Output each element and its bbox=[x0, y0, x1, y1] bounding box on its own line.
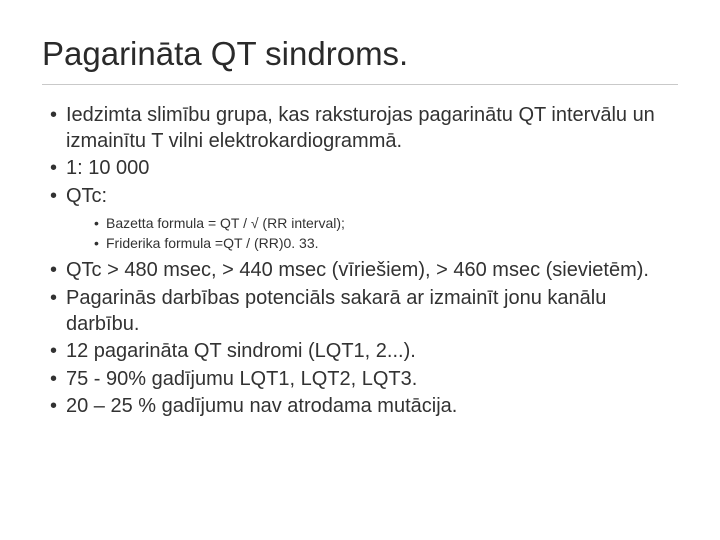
list-item: 12 pagarināta QT sindromi (LQT1, 2...). bbox=[50, 339, 678, 365]
bullet-text: 1: 10 000 bbox=[66, 157, 149, 179]
bullet-list: Iedzimta slimību grupa, kas raksturojas … bbox=[42, 103, 678, 420]
slide-title: Pagarināta QT sindroms. bbox=[42, 36, 678, 72]
list-item: Friderika formula =QT / (RR)0. 33. bbox=[94, 234, 678, 253]
slide: Pagarināta QT sindroms. Iedzimta slimību… bbox=[0, 0, 720, 540]
list-item: QTc: Bazetta formula = QT / √ (RR interv… bbox=[50, 184, 678, 252]
list-item: Bazetta formula = QT / √ (RR interval); bbox=[94, 214, 678, 233]
bullet-text: QTc: bbox=[66, 185, 107, 207]
list-item: 1: 10 000 bbox=[50, 156, 678, 182]
bullet-text: 20 – 25 % gadījumu nav atrodama mutācija… bbox=[66, 395, 457, 417]
title-divider bbox=[42, 84, 678, 85]
bullet-text: 12 pagarināta QT sindromi (LQT1, 2...). bbox=[66, 340, 416, 362]
sub-bullet-text: Bazetta formula = QT / √ (RR interval); bbox=[106, 215, 345, 231]
bullet-text: 75 - 90% gadījumu LQT1, LQT2, LQT3. bbox=[66, 368, 417, 390]
list-item: Pagarinās darbības potenciāls sakarā ar … bbox=[50, 286, 678, 337]
list-item: Iedzimta slimību grupa, kas raksturojas … bbox=[50, 103, 678, 154]
sub-bullet-text: Friderika formula =QT / (RR)0. 33. bbox=[106, 235, 319, 251]
list-item: 20 – 25 % gadījumu nav atrodama mutācija… bbox=[50, 394, 678, 420]
bullet-text: QTc > 480 msec, > 440 msec (vīriešiem), … bbox=[66, 259, 649, 281]
bullet-text: Iedzimta slimību grupa, kas raksturojas … bbox=[66, 104, 655, 152]
sub-bullet-list: Bazetta formula = QT / √ (RR interval); … bbox=[66, 214, 678, 253]
list-item: 75 - 90% gadījumu LQT1, LQT2, LQT3. bbox=[50, 367, 678, 393]
list-item: QTc > 480 msec, > 440 msec (vīriešiem), … bbox=[50, 258, 678, 284]
bullet-text: Pagarinās darbības potenciāls sakarā ar … bbox=[66, 287, 606, 335]
